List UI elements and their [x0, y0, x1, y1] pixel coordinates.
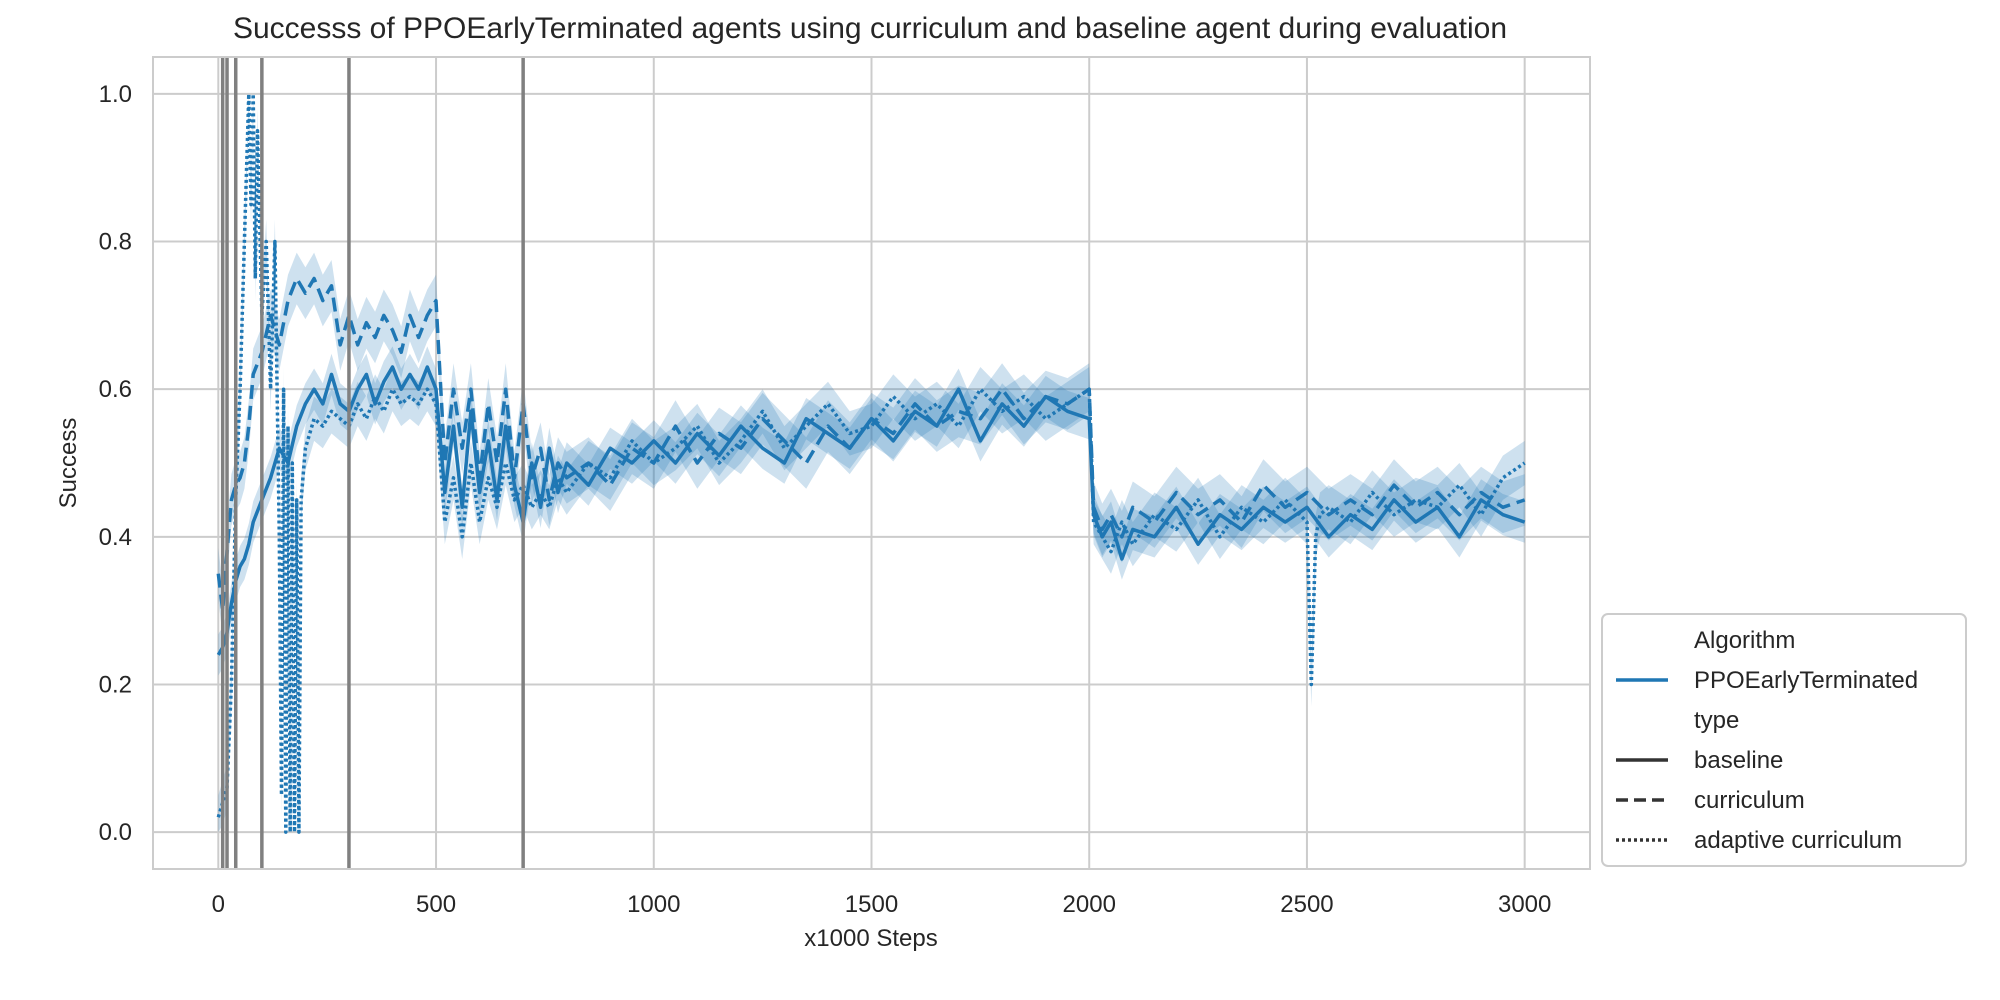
x-axis-label: x1000 Steps	[804, 925, 937, 952]
x-tick-labels: 0 500 1000 1500 2000 2500 3000	[212, 891, 1552, 918]
x-tick-label: 2000	[1063, 891, 1116, 918]
series-line-adaptive-curriculum	[216, 92, 1526, 834]
series-lines	[216, 92, 1526, 834]
legend-label: baseline	[1694, 747, 1783, 774]
series-line-baseline	[216, 365, 1526, 656]
plot-frame	[152, 56, 1591, 870]
legend-label: adaptive curriculum	[1694, 827, 1902, 854]
x-tick-label: 1000	[627, 891, 680, 918]
chart-title: Successs of PPOEarlyTerminated agents us…	[233, 12, 1507, 45]
legend-label: Algorithm	[1694, 627, 1795, 654]
y-tick-label: 0.8	[99, 229, 132, 256]
legend: Algorithm PPOEarlyTerminated type baseline c…	[1601, 613, 1967, 867]
x-tick-label: 1500	[845, 891, 898, 918]
y-tick-label: 0.2	[99, 671, 132, 698]
curriculum-switch-lines	[220, 57, 525, 869]
legend-label: type	[1694, 707, 1739, 734]
confidence-band-baseline	[218, 346, 1525, 676]
legend-label: curriculum	[1694, 787, 1805, 814]
x-tick-label: 3000	[1498, 891, 1551, 918]
x-tick-label: 0	[212, 891, 225, 918]
x-tick-label: 500	[416, 891, 456, 918]
y-axis-label: Success	[55, 418, 82, 509]
series-line-curriculum	[216, 276, 1526, 613]
legend-frame	[1601, 613, 1967, 867]
y-tick-label: 0.0	[99, 819, 132, 846]
legend-label: PPOEarlyTerminated	[1694, 667, 1918, 694]
y-tick-label: 1.0	[99, 81, 132, 108]
y-tick-labels: 0.0 0.2 0.4 0.6 0.8 1.0	[99, 81, 132, 846]
y-tick-label: 0.4	[99, 524, 132, 551]
x-tick-label: 2500	[1280, 891, 1333, 918]
legend-entries: Algorithm PPOEarlyTerminated type baseline c…	[1616, 627, 1918, 854]
y-tick-label: 0.6	[99, 376, 132, 403]
